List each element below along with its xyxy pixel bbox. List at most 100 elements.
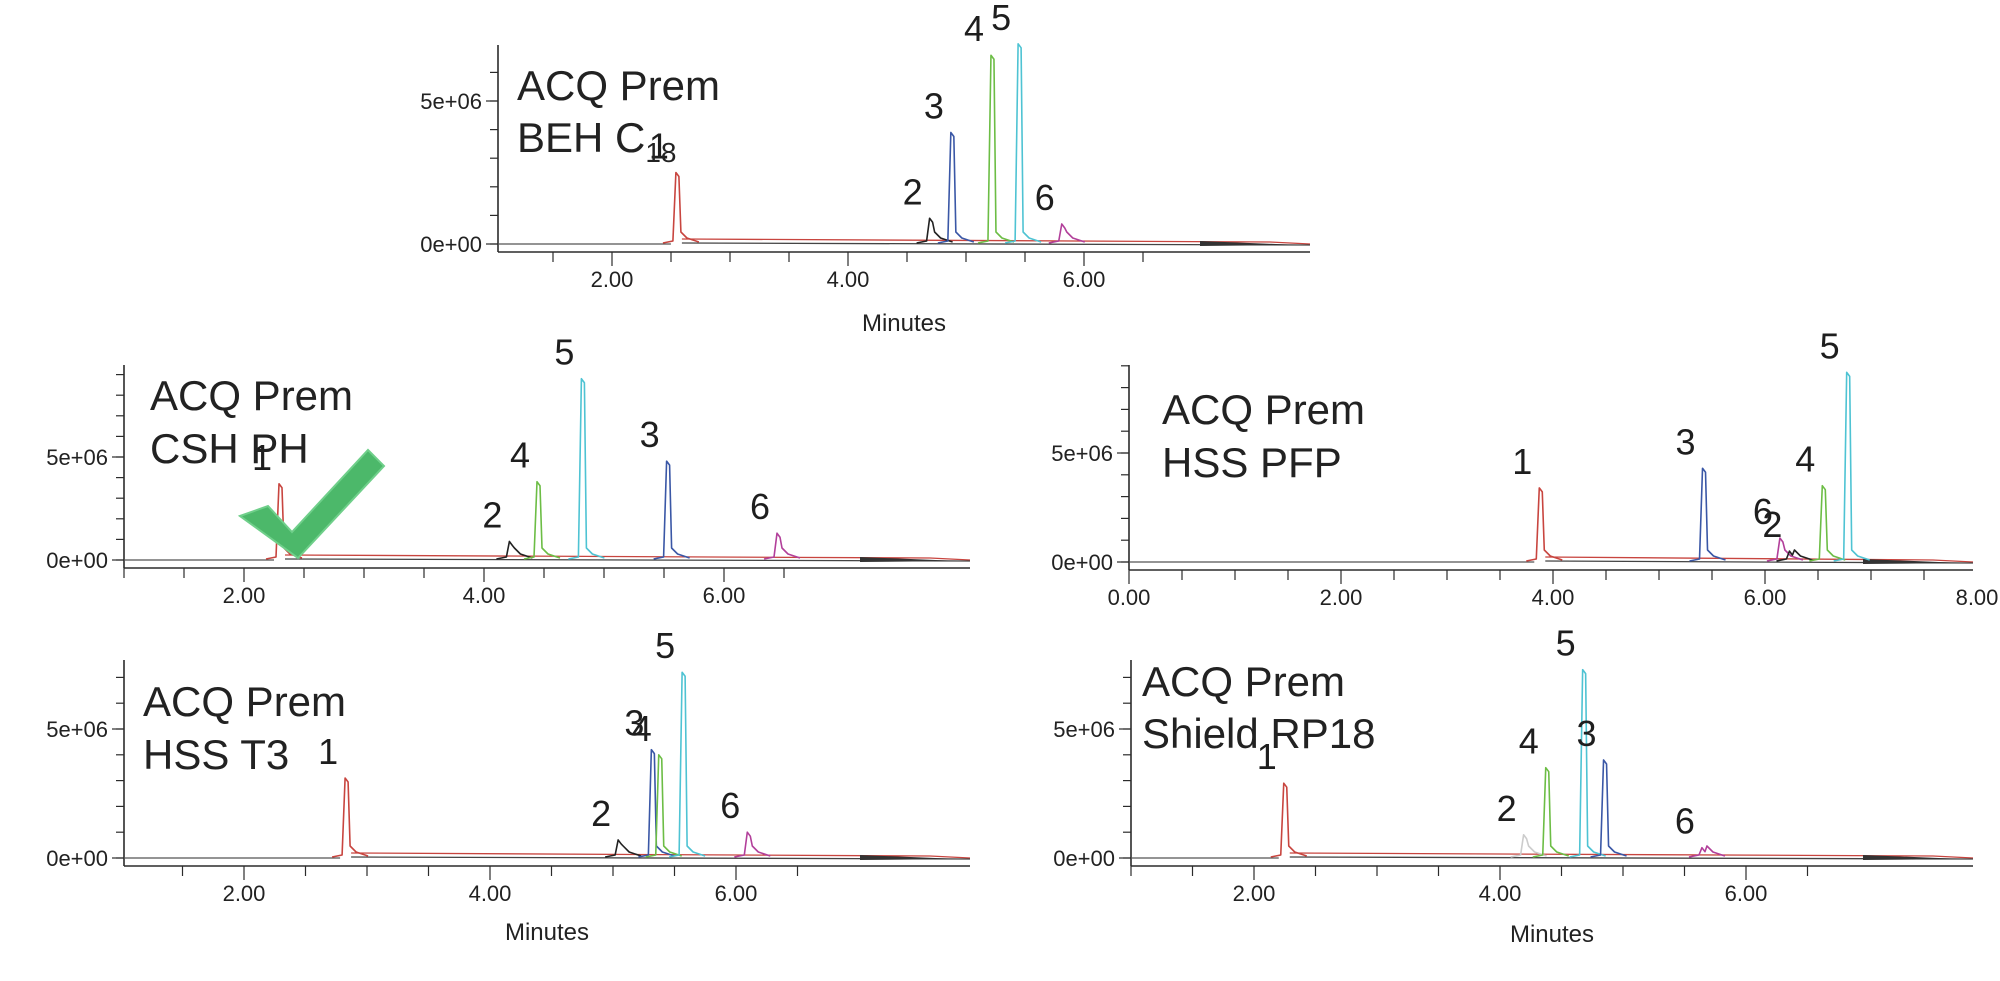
x-tick-label: 4.00 [463, 583, 506, 608]
column-title-line-1: ACQ Prem [150, 372, 353, 419]
peak-trace-6 [734, 831, 771, 858]
peak-label-5: 5 [1820, 325, 1840, 366]
peak-label-1: 1 [318, 731, 338, 772]
peak-trace-2 [604, 839, 642, 858]
x-tick-label: 0.00 [1108, 585, 1151, 610]
peak-trace-5 [1004, 43, 1042, 244]
y-tick-label: 5e+06 [46, 717, 108, 742]
peak-trace-1 [331, 777, 369, 858]
peak-label-2: 2 [482, 494, 502, 535]
peak-trace-6 [1688, 845, 1726, 858]
chart-panel-4: 0e+00 5e+06 2.00 4.00 6.00 Minutes 1 2 34 5 6 ACQ P… [46, 625, 971, 946]
x-tick-label: 6.00 [703, 583, 746, 608]
peak-trace-3 [638, 748, 675, 858]
peak-label-3: 3 [624, 703, 644, 744]
baseline-trace [351, 852, 971, 859]
peak-label-5: 5 [1556, 623, 1576, 664]
peak-trace-1 [1526, 487, 1563, 562]
peak-label-3: 3 [1676, 421, 1696, 462]
peak-label-1: 1 [252, 437, 272, 478]
peak-trace-4 [1809, 484, 1846, 562]
peak-trace-2 [496, 540, 533, 560]
tail-trace [1200, 241, 1300, 246]
baseline-trace [284, 558, 971, 562]
column-title-line-1: ACQ Prem [1142, 658, 1345, 705]
y-tick-label: 0e+00 [1053, 846, 1115, 871]
peak-label-5: 5 [655, 625, 675, 666]
y-tick-label: 0e+00 [46, 548, 108, 573]
x-tick-label: 4.00 [1532, 585, 1575, 610]
peak-label-1: 1 [649, 126, 669, 167]
baseline-trace [1289, 852, 1974, 859]
y-tick-label: 0e+00 [46, 846, 108, 871]
peak-trace-3 [1590, 759, 1627, 858]
peak-trace-5 [1569, 668, 1606, 858]
x-tick-label: 6.00 [1725, 881, 1768, 906]
y-tick-label: 5e+06 [1051, 441, 1113, 466]
peak-label-4: 4 [964, 8, 984, 49]
chart-panel-3: 0e+00 5e+06 0.00 2.00 4.00 6.00 8.00 1 3 624 5 ACQ … [1051, 325, 1998, 610]
tail-trace [1863, 855, 1963, 860]
peak-trace-1 [662, 171, 700, 244]
column-title-line-2: HSS T3 [143, 731, 289, 778]
peak-label-5: 5 [554, 332, 574, 373]
peak-label-4: 4 [1519, 721, 1539, 762]
peak-trace-1 [265, 482, 303, 560]
x-tick-label: 2.00 [223, 881, 266, 906]
y-tick-label: 5e+06 [1053, 717, 1115, 742]
tail-trace [1863, 559, 1963, 564]
y-tick-label: 5e+06 [420, 89, 482, 114]
baseline-trace [681, 238, 1311, 245]
peak-trace-4 [645, 754, 682, 858]
checkmark-icon [237, 448, 386, 560]
peak-label-6: 6 [1035, 177, 1055, 218]
peak-trace-4 [523, 480, 561, 560]
peak-label-4: 4 [632, 708, 652, 749]
subscript: 18 [645, 137, 676, 168]
peak-label-5: 5 [991, 0, 1011, 38]
peak-trace-3 [653, 460, 690, 560]
peak-label-3: 3 [1577, 713, 1597, 754]
y-tick-label: 0e+00 [1051, 550, 1113, 575]
peak-label-6: 6 [720, 785, 740, 826]
peak-trace-2 [1776, 549, 1813, 562]
peak-trace-3 [1689, 467, 1726, 562]
x-tick-label: 2.00 [223, 583, 266, 608]
x-tick-label: 2.00 [1233, 881, 1276, 906]
peak-trace-6 [1048, 223, 1086, 244]
peak-label-3: 3 [640, 414, 660, 455]
peak-trace-2 [1510, 833, 1547, 858]
peak-trace-3 [937, 131, 975, 244]
x-axis-title: Minutes [505, 919, 589, 946]
peak-trace-5 [1833, 371, 1870, 562]
column-title-line-2: Shield RP18 [1142, 710, 1375, 757]
x-tick-label: 4.00 [469, 881, 512, 906]
x-tick-label: 2.00 [1320, 585, 1363, 610]
column-title-line-1: ACQ Prem [517, 62, 720, 109]
peak-label-2: 2 [903, 171, 923, 212]
peak-trace-5 [568, 377, 605, 560]
y-tick-label: 0e+00 [420, 232, 482, 257]
peak-trace-5 [668, 671, 706, 858]
peak-label-6: 6 [750, 486, 770, 527]
peak-label-2: 2 [591, 793, 611, 834]
column-title-line-2: CSH PH [150, 425, 309, 472]
peak-label-3: 3 [924, 85, 944, 126]
baseline-trace [1545, 556, 1974, 563]
chart-panel-1: 0e+00 5e+06 2.00 4.00 6.00 Minutes 1 2 34 5 6 ACQ P… [420, 0, 1311, 337]
peak-trace-4 [977, 54, 1015, 244]
x-tick-label: 6.00 [1744, 585, 1787, 610]
x-axis-title: Minutes [862, 310, 946, 337]
x-tick-label: 6.00 [1063, 267, 1106, 292]
column-title-line-1: ACQ Prem [1162, 386, 1365, 433]
peak-trace-2 [916, 217, 953, 244]
x-axis-title: Minutes [1510, 921, 1594, 948]
x-tick-label: 4.00 [1479, 881, 1522, 906]
tail-trace [860, 557, 960, 562]
peak-label-4: 4 [510, 435, 530, 476]
peak-label-6: 6 [1753, 491, 1773, 532]
x-tick-label: 8.00 [1956, 585, 1999, 610]
baseline-trace [284, 554, 971, 561]
peak-trace-6 [1766, 537, 1804, 562]
